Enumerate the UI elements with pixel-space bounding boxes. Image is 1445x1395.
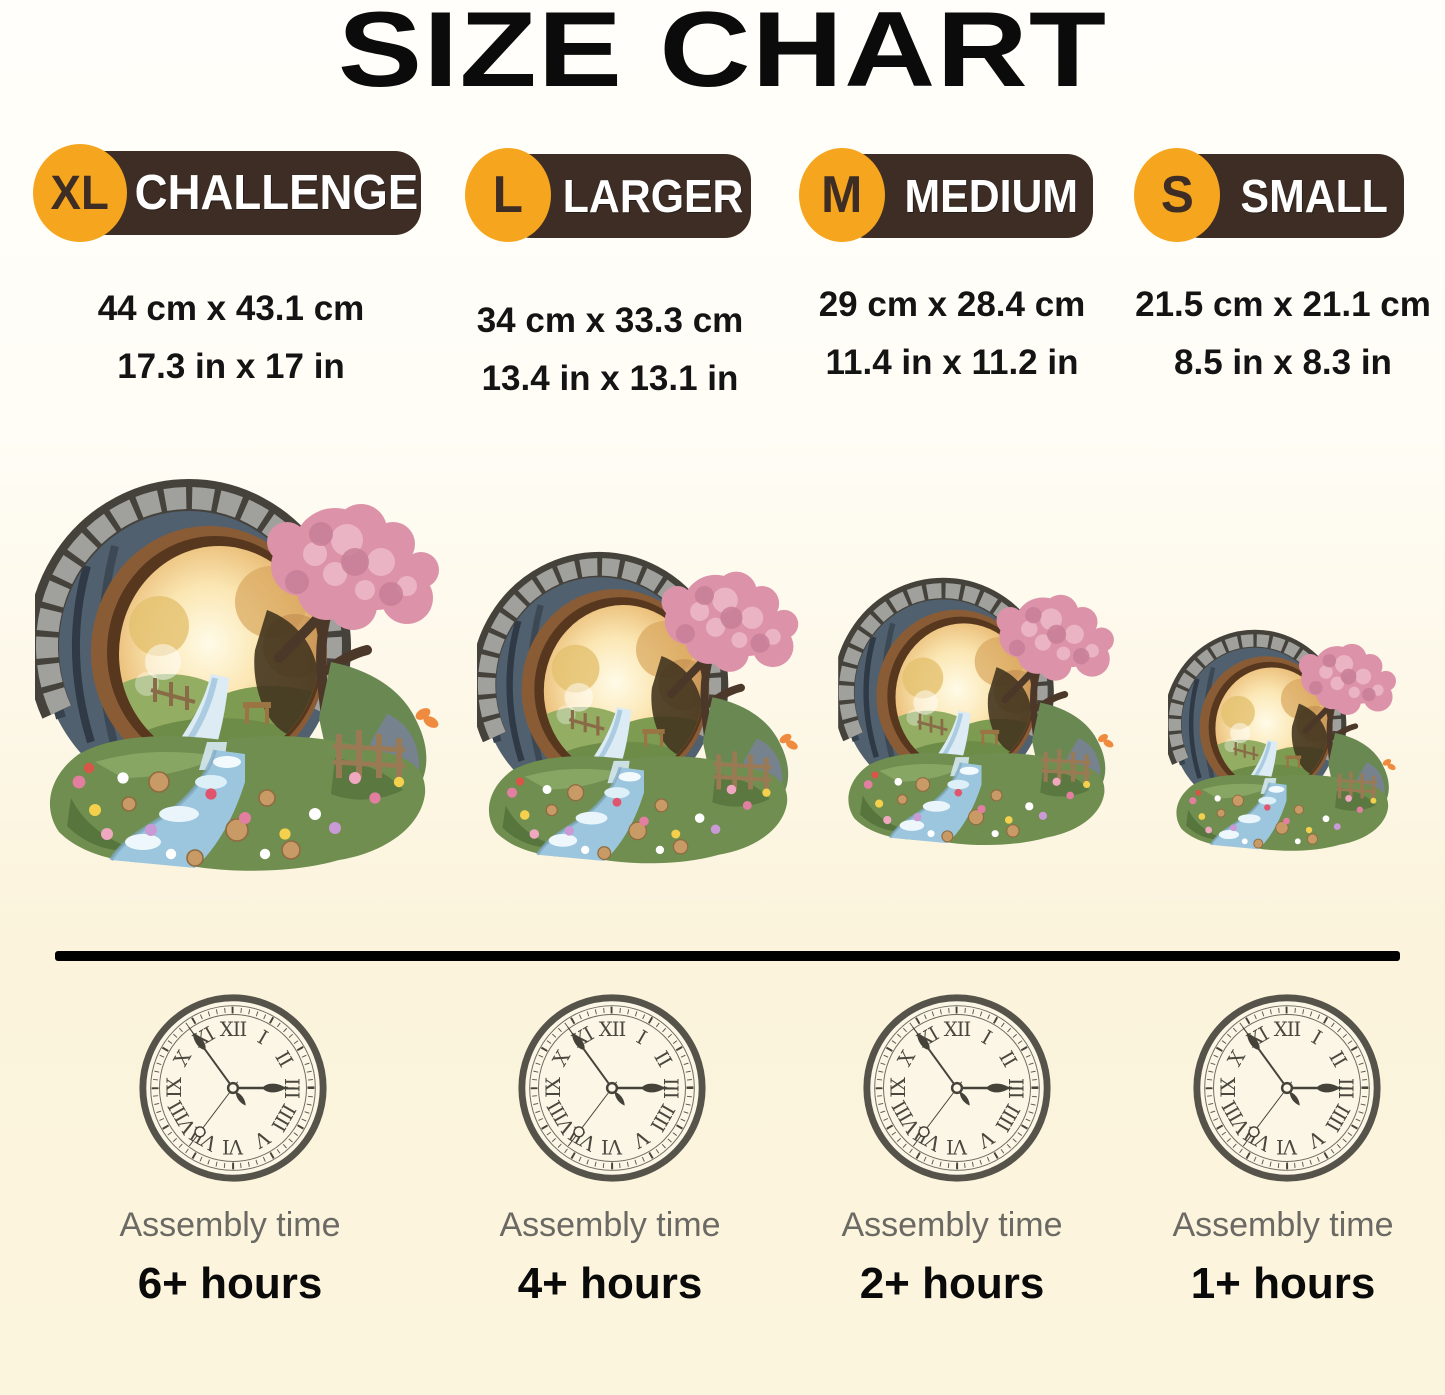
dimensions-s: 21.5 cm x 21.1 cm 8.5 in x 8.3 in xyxy=(1103,276,1445,392)
dimensions-cm: 21.5 cm x 21.1 cm xyxy=(1135,285,1431,324)
assembly-hours: 4+ hours xyxy=(517,1259,703,1308)
divider-line xyxy=(55,951,1400,961)
size-badge-xl: XL CHALLENGE xyxy=(33,144,421,242)
dimensions-in: 8.5 in x 8.3 in xyxy=(1174,343,1392,382)
clock-icon xyxy=(859,990,1055,1186)
dimensions-cm: 44 cm x 43.1 cm xyxy=(97,289,365,328)
size-letter-circle: XL xyxy=(33,144,127,242)
assembly-time-s: Assembly time 1+ hours xyxy=(1103,1200,1445,1310)
assembly-hours: 2+ hours xyxy=(859,1259,1045,1308)
puzzle-image-xl xyxy=(35,478,455,878)
size-label: LARGER xyxy=(562,170,744,222)
size-badge-s: S SMALL xyxy=(1134,148,1404,242)
puzzle-image-m xyxy=(838,577,1125,850)
dimensions-xl: 44 cm x 43.1 cm 17.3 in x 17 in xyxy=(51,280,411,396)
dimensions-cm: 34 cm x 33.3 cm xyxy=(476,301,744,340)
size-label: SMALL xyxy=(1240,170,1388,222)
size-badge-l: L LARGER xyxy=(465,148,751,242)
size-letter: M xyxy=(821,166,863,224)
assembly-time-l: Assembly time 4+ hours xyxy=(430,1200,790,1310)
assembly-label: Assembly time xyxy=(499,1206,721,1244)
assembly-label: Assembly time xyxy=(1172,1206,1394,1244)
size-badge-m: M MEDIUM xyxy=(799,148,1093,242)
assembly-label: Assembly time xyxy=(841,1206,1063,1244)
puzzle-image-l xyxy=(477,551,811,869)
assembly-time-m: Assembly time 2+ hours xyxy=(772,1200,1132,1310)
dimensions-in: 13.4 in x 13.1 in xyxy=(481,359,739,398)
assembly-hours: 1+ hours xyxy=(1190,1259,1376,1308)
badge-pill xyxy=(77,151,421,235)
size-letter: L xyxy=(492,166,524,224)
dimensions-m: 29 cm x 28.4 cm 11.4 in x 11.2 in xyxy=(772,276,1132,392)
size-letter-circle: M xyxy=(799,148,885,242)
size-letter-circle: S xyxy=(1134,148,1220,242)
puzzle-image-s xyxy=(1168,629,1405,855)
size-letter-circle: L xyxy=(465,148,551,242)
clock-icon xyxy=(1189,990,1385,1186)
dimensions-l: 34 cm x 33.3 cm 13.4 in x 13.1 in xyxy=(430,292,790,408)
page-title: SIZE CHART xyxy=(337,0,1108,109)
size-letter: XL xyxy=(50,166,110,220)
assembly-time-xl: Assembly time 6+ hours xyxy=(50,1200,410,1310)
size-label: MEDIUM xyxy=(904,170,1078,222)
clock-icon xyxy=(135,990,331,1186)
assembly-label: Assembly time xyxy=(119,1206,341,1244)
dimensions-in: 11.4 in x 11.2 in xyxy=(825,343,1079,382)
size-label: CHALLENGE xyxy=(134,166,418,220)
size-letter: S xyxy=(1160,166,1194,224)
dimensions-in: 17.3 in x 17 in xyxy=(117,347,345,386)
dimensions-cm: 29 cm x 28.4 cm xyxy=(818,285,1086,324)
clock-icon xyxy=(514,990,710,1186)
assembly-hours: 6+ hours xyxy=(137,1259,323,1308)
